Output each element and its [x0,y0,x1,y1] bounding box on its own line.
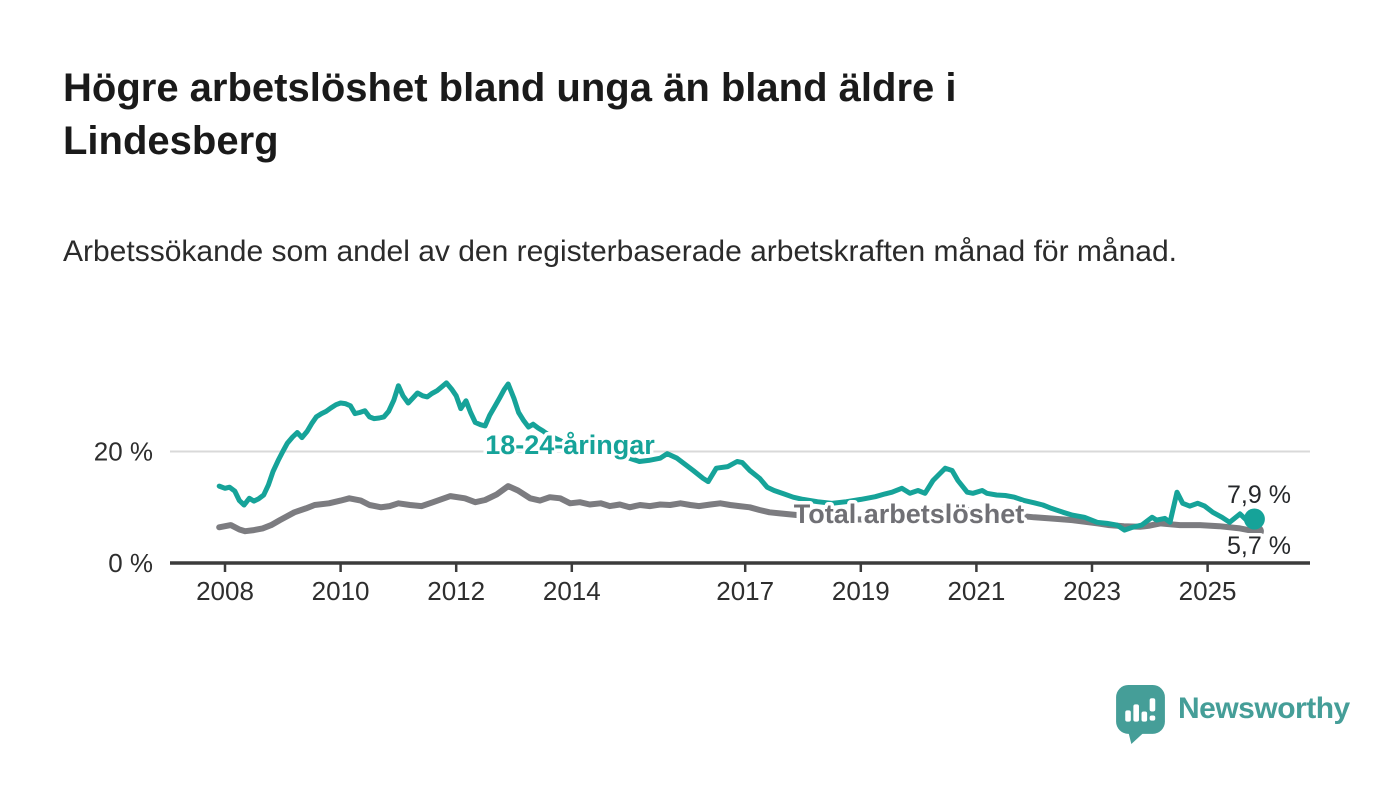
y-tick-label: 20 % [94,437,153,467]
end-value-label-total: 5,7 % [1227,532,1291,560]
chart-subtitle: Arbetssökande som andel av den registerb… [63,235,1177,268]
logo-exclamation-stroke [1149,698,1156,712]
chart-generated-layer: 0 % 20 % 2008 2010 2012 2014 2017 2019 2021 2023 2… [94,380,1310,606]
logo-bubble [1116,685,1165,734]
logo-exclamation-dot [1149,715,1156,721]
x-tick-label: 2021 [947,576,1005,606]
series-label-youth: 18-24-åringar [485,430,655,460]
newsworthy-icon [1116,685,1165,744]
x-tick-label: 2019 [832,576,890,606]
newsworthy-wordmark: Newsworthy [1178,692,1350,725]
x-tick-label: 2010 [312,576,370,606]
x-tick-label: 2023 [1063,576,1121,606]
end-value-label-youth: 7,9 % [1227,481,1291,509]
page-title: Högre arbetslöshet bland unga än bland ä… [63,66,957,163]
series-line-total [216,483,1258,535]
x-tick-label: 2025 [1179,576,1237,606]
logo-bar-1 [1125,710,1131,722]
endpoint-dot-youth [1243,508,1265,530]
x-tick-label: 2014 [543,576,601,606]
logo-bar-3 [1141,711,1148,722]
endpoint-dot-total [1250,524,1264,538]
newsworthy-logo: Newsworthy [1116,685,1350,744]
x-tick-label: 2008 [196,576,254,606]
logo-bubble-tail [1128,731,1145,744]
logo-bar-2 [1133,704,1139,722]
x-tick-label: 2017 [716,576,774,606]
series-line-youth [216,380,1257,533]
y-tick-label: 0 % [108,548,153,578]
series-label-total: Total arbetslöshet [794,499,1025,529]
x-tick-label: 2012 [427,576,485,606]
